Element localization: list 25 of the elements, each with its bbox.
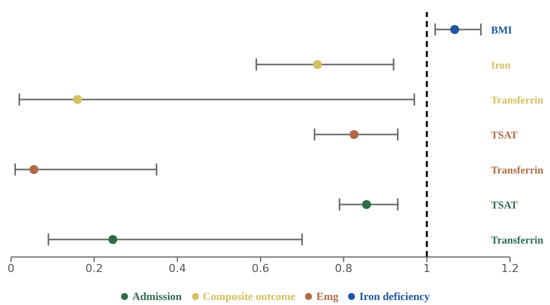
point bbox=[108, 234, 118, 244]
legend-label: Emg bbox=[316, 291, 338, 303]
point bbox=[450, 24, 460, 34]
y-tick-label: BMI bbox=[491, 26, 512, 36]
point bbox=[29, 164, 38, 174]
legend-label: Admission bbox=[132, 291, 182, 303]
point bbox=[73, 94, 82, 104]
y-tick-label: Transferrin bbox=[491, 96, 544, 106]
x-tick-label: 1.2 bbox=[501, 262, 519, 275]
legend-label: Composite outcome bbox=[202, 291, 296, 303]
x-tick-label: 0.6 bbox=[252, 262, 270, 275]
y-tick-label: Transferrin bbox=[491, 166, 544, 176]
y-tick-label: TSAT bbox=[491, 130, 518, 142]
y-tick-label: Iron bbox=[491, 60, 511, 72]
x-tick-label: 0.2 bbox=[85, 262, 103, 275]
y-tick-label: Transferrin bbox=[491, 236, 544, 246]
x-tick-label: 0.4 bbox=[168, 262, 186, 275]
x-tick-label: 1 bbox=[423, 262, 430, 275]
legend-label: Iron deficiency bbox=[359, 291, 430, 303]
point bbox=[362, 200, 372, 210]
x-tick-label: 0.8 bbox=[334, 262, 352, 275]
point bbox=[350, 130, 359, 140]
x-tick-label: 0 bbox=[8, 262, 14, 275]
y-tick-label: TSAT bbox=[491, 200, 518, 212]
point bbox=[312, 60, 322, 70]
